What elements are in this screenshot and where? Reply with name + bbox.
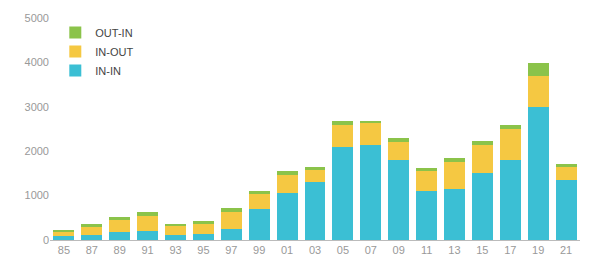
svg-text:OUT-IN: OUT-IN xyxy=(95,27,132,39)
svg-text:3000: 3000 xyxy=(25,101,49,113)
svg-text:13: 13 xyxy=(448,244,460,256)
svg-text:97: 97 xyxy=(225,244,237,256)
svg-text:85: 85 xyxy=(58,244,70,256)
svg-text:07: 07 xyxy=(365,244,377,256)
svg-text:03: 03 xyxy=(309,244,321,256)
svg-text:09: 09 xyxy=(393,244,405,256)
svg-text:IN-IN: IN-IN xyxy=(95,65,121,77)
svg-text:2000: 2000 xyxy=(25,145,49,157)
svg-text:15: 15 xyxy=(476,244,488,256)
svg-text:01: 01 xyxy=(281,244,293,256)
svg-text:87: 87 xyxy=(86,244,98,256)
svg-text:1000: 1000 xyxy=(25,189,49,201)
svg-text:19: 19 xyxy=(532,244,544,256)
svg-text:91: 91 xyxy=(142,244,154,256)
svg-text:99: 99 xyxy=(253,244,265,256)
svg-text:17: 17 xyxy=(504,244,516,256)
svg-text:IN-OUT: IN-OUT xyxy=(95,46,133,58)
svg-text:0: 0 xyxy=(43,234,49,246)
svg-text:4000: 4000 xyxy=(25,56,49,68)
svg-text:05: 05 xyxy=(337,244,349,256)
svg-text:89: 89 xyxy=(114,244,126,256)
svg-text:93: 93 xyxy=(169,244,181,256)
svg-text:21: 21 xyxy=(560,244,572,256)
svg-text:5000: 5000 xyxy=(25,12,49,24)
svg-text:11: 11 xyxy=(421,244,432,256)
svg-text:95: 95 xyxy=(197,244,209,256)
